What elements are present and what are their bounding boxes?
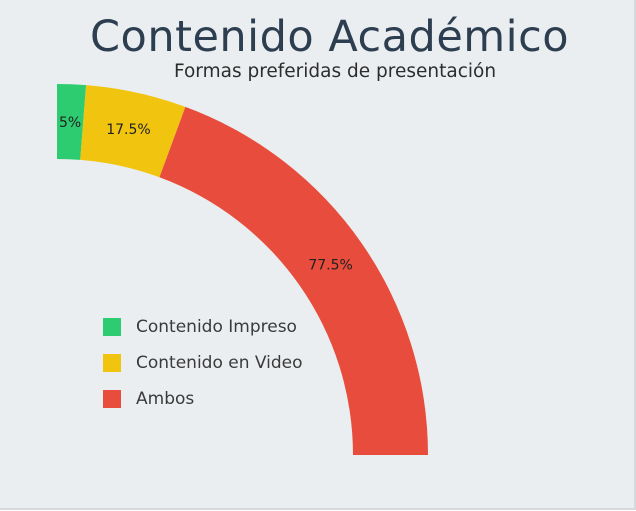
data-label-contenido-impreso: 5% [59,115,81,131]
legend-swatch [103,318,121,336]
legend-item-ambos[interactable]: Ambos [103,381,303,417]
legend-label: Contenido en Video [136,353,303,373]
legend-label: Contenido Impreso [136,317,297,337]
legend-swatch [103,354,121,372]
legend: Contenido Impreso Contenido en Video Amb… [103,309,303,417]
donut-segment-ambos[interactable] [159,106,428,455]
chart-title: Contenido Académico [90,12,570,62]
data-label-contenido-en-video: 17.5% [106,122,150,138]
donut-segment-contenido-en-video[interactable] [80,85,186,178]
legend-item-contenido-impreso[interactable]: Contenido Impreso [103,309,303,345]
legend-item-contenido-en-video[interactable]: Contenido en Video [103,345,303,381]
chart-subtitle: Formas preferidas de presentación [174,61,497,82]
data-label-ambos: 77.5% [308,257,352,273]
donut-segment-contenido-impreso[interactable] [57,84,87,160]
legend-label: Ambos [136,389,195,409]
legend-swatch [103,390,121,408]
